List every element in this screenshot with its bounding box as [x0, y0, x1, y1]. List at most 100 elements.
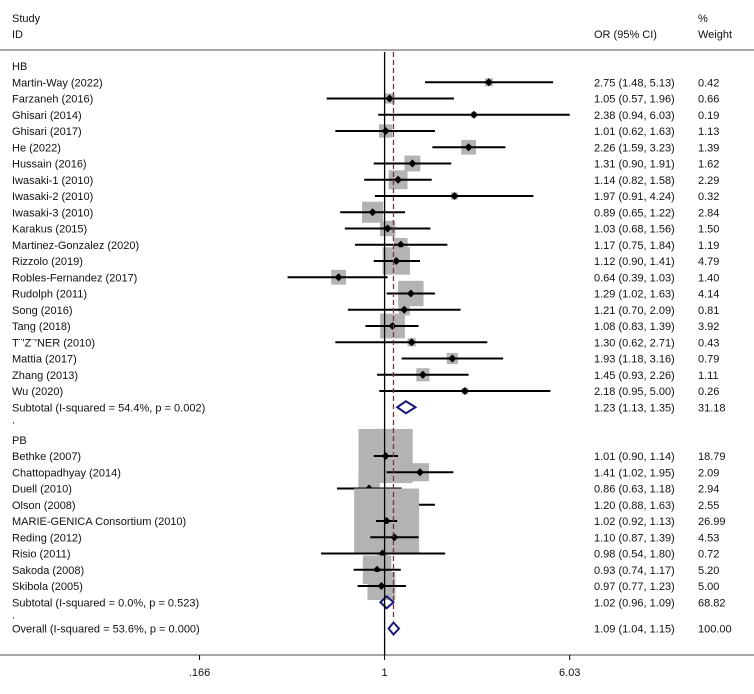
study-weight: 0.66 — [698, 94, 719, 106]
study-weight: 4.79 — [698, 256, 719, 268]
study-label: MARIE-GENICA Consortium (2010) — [12, 516, 186, 528]
study-weight: 1.19 — [698, 240, 719, 252]
study-label: Martinez-Gonzalez (2020) — [12, 240, 139, 252]
study-label: Tang (2018) — [12, 321, 71, 333]
study-ci: 1.01 (0.62, 1.63) — [594, 126, 675, 138]
study-ci: 1.14 (0.82, 1.58) — [594, 175, 675, 187]
study-weight: 2.94 — [698, 484, 719, 496]
study-ci: 2.38 (0.94, 6.03) — [594, 110, 675, 122]
point-estimate — [396, 240, 405, 249]
study-weight: 1.50 — [698, 224, 719, 236]
study-label: He (2022) — [12, 142, 61, 154]
study-weight: 2.29 — [698, 175, 719, 187]
study-label: Rudolph (2011) — [12, 289, 87, 301]
point-estimate — [408, 159, 417, 168]
overall-ci: 1.09 (1.04, 1.15) — [594, 624, 675, 636]
study-ci: 0.97 (0.77, 1.23) — [594, 581, 675, 593]
x-tick-label: .166 — [189, 667, 210, 679]
group-label: PB — [12, 435, 27, 447]
study-ci: 1.10 (0.87, 1.39) — [594, 532, 675, 544]
study-ci: 1.01 (0.90, 1.14) — [594, 451, 675, 463]
point-estimate — [469, 110, 478, 119]
header-or: OR (95% CI) — [594, 29, 657, 41]
study-ci: 0.89 (0.65, 1.22) — [594, 207, 675, 219]
header-weight-pct: % — [698, 13, 708, 25]
point-estimate — [450, 192, 459, 200]
study-ci: 0.64 (0.39, 1.03) — [594, 272, 675, 284]
point-estimate — [415, 468, 424, 477]
point-estimate — [407, 338, 416, 347]
study-weight: 26.99 — [698, 516, 726, 528]
point-estimate — [392, 257, 401, 265]
study-label: Ghisari (2017) — [12, 126, 82, 138]
subtotal-weight: 68.82 — [698, 597, 726, 609]
point-estimate — [383, 224, 392, 233]
overall-weight: 100.00 — [698, 624, 732, 636]
study-weight: 0.72 — [698, 549, 719, 561]
study-label: Ghisari (2014) — [12, 110, 82, 122]
study-weight: 1.39 — [698, 142, 719, 154]
study-ci: 1.03 (0.68, 1.56) — [594, 224, 675, 236]
subtotal-diamond — [395, 400, 418, 415]
study-ci: 1.29 (1.02, 1.63) — [594, 289, 675, 301]
study-label: Sakoda (2008) — [12, 565, 84, 577]
point-estimate — [390, 533, 399, 542]
study-label: Mattia (2017) — [12, 354, 77, 366]
overall-diamond — [387, 620, 401, 637]
study-weight: 0.42 — [698, 77, 719, 89]
study-label: Bethke (2007) — [12, 451, 81, 463]
overall-label: Overall (I-squared = 53.6%, p = 0.000) — [12, 624, 200, 636]
subtotal-ci: 1.23 (1.13, 1.35) — [594, 402, 675, 414]
x-tick-label: 6.03 — [559, 667, 580, 679]
study-ci: 2.26 (1.59, 3.23) — [594, 142, 675, 154]
study-ci: 1.45 (0.93, 2.26) — [594, 370, 675, 382]
study-ci: 1.97 (0.91, 4.24) — [594, 191, 675, 203]
study-ci: 1.20 (0.88, 1.63) — [594, 500, 675, 512]
study-weight: 1.40 — [698, 272, 719, 284]
subtotal-ci: 1.02 (0.96, 1.09) — [594, 597, 675, 609]
study-ci: 1.30 (0.62, 2.71) — [594, 337, 675, 349]
study-ci: 1.31 (0.90, 1.91) — [594, 159, 675, 171]
study-weight: 2.84 — [698, 207, 719, 219]
group-label: HB — [12, 61, 27, 73]
study-weight: 0.32 — [698, 191, 719, 203]
header: Study ID OR (95% CI) % Weight — [12, 13, 732, 41]
study-ci: 1.93 (1.18, 3.16) — [594, 354, 675, 366]
study-weight: 0.81 — [698, 305, 719, 317]
study-weight: 0.19 — [698, 110, 719, 122]
point-estimate — [373, 565, 382, 574]
study-weight: 0.26 — [698, 386, 719, 398]
separator-dot: . — [12, 610, 15, 622]
study-label: Reding (2012) — [12, 532, 82, 544]
study-ci: 0.93 (0.74, 1.17) — [594, 565, 675, 577]
point-estimate — [368, 208, 377, 217]
study-label: Olson (2008) — [12, 500, 76, 512]
study-ci: 1.05 (0.57, 1.96) — [594, 94, 675, 106]
study-label: Wu (2020) — [12, 386, 63, 398]
study-weight: 3.92 — [698, 321, 719, 333]
study-weight: 5.20 — [698, 565, 719, 577]
study-weight: 5.00 — [698, 581, 719, 593]
x-tick-label: 1 — [382, 667, 388, 679]
point-estimate — [385, 94, 394, 103]
study-ci: 0.98 (0.54, 1.80) — [594, 549, 675, 561]
study-ci: 2.75 (1.48, 5.13) — [594, 77, 675, 89]
study-label: Chattopadhyay (2014) — [12, 467, 121, 479]
study-weight: 18.79 — [698, 451, 726, 463]
forest-rows: HB Martin-Way (2022) 2.75 (1.48, 5.13) 0.42… — [12, 61, 732, 636]
study-label: Rizzolo (2019) — [12, 256, 83, 268]
study-ci: 1.41 (1.02, 1.95) — [594, 467, 675, 479]
point-estimate — [394, 175, 403, 184]
header-weight: Weight — [698, 29, 732, 41]
study-ci: 1.08 (0.83, 1.39) — [594, 321, 675, 333]
study-label: Farzaneh (2016) — [12, 94, 93, 106]
study-weight: 1.62 — [698, 159, 719, 171]
point-estimate — [334, 273, 343, 282]
point-estimate — [448, 354, 457, 363]
separator-dot: . — [12, 415, 15, 427]
study-weight: 4.14 — [698, 289, 719, 301]
point-estimate — [381, 127, 390, 135]
point-estimate — [377, 582, 386, 590]
study-label: Iwasaki-2 (2010) — [12, 191, 93, 203]
